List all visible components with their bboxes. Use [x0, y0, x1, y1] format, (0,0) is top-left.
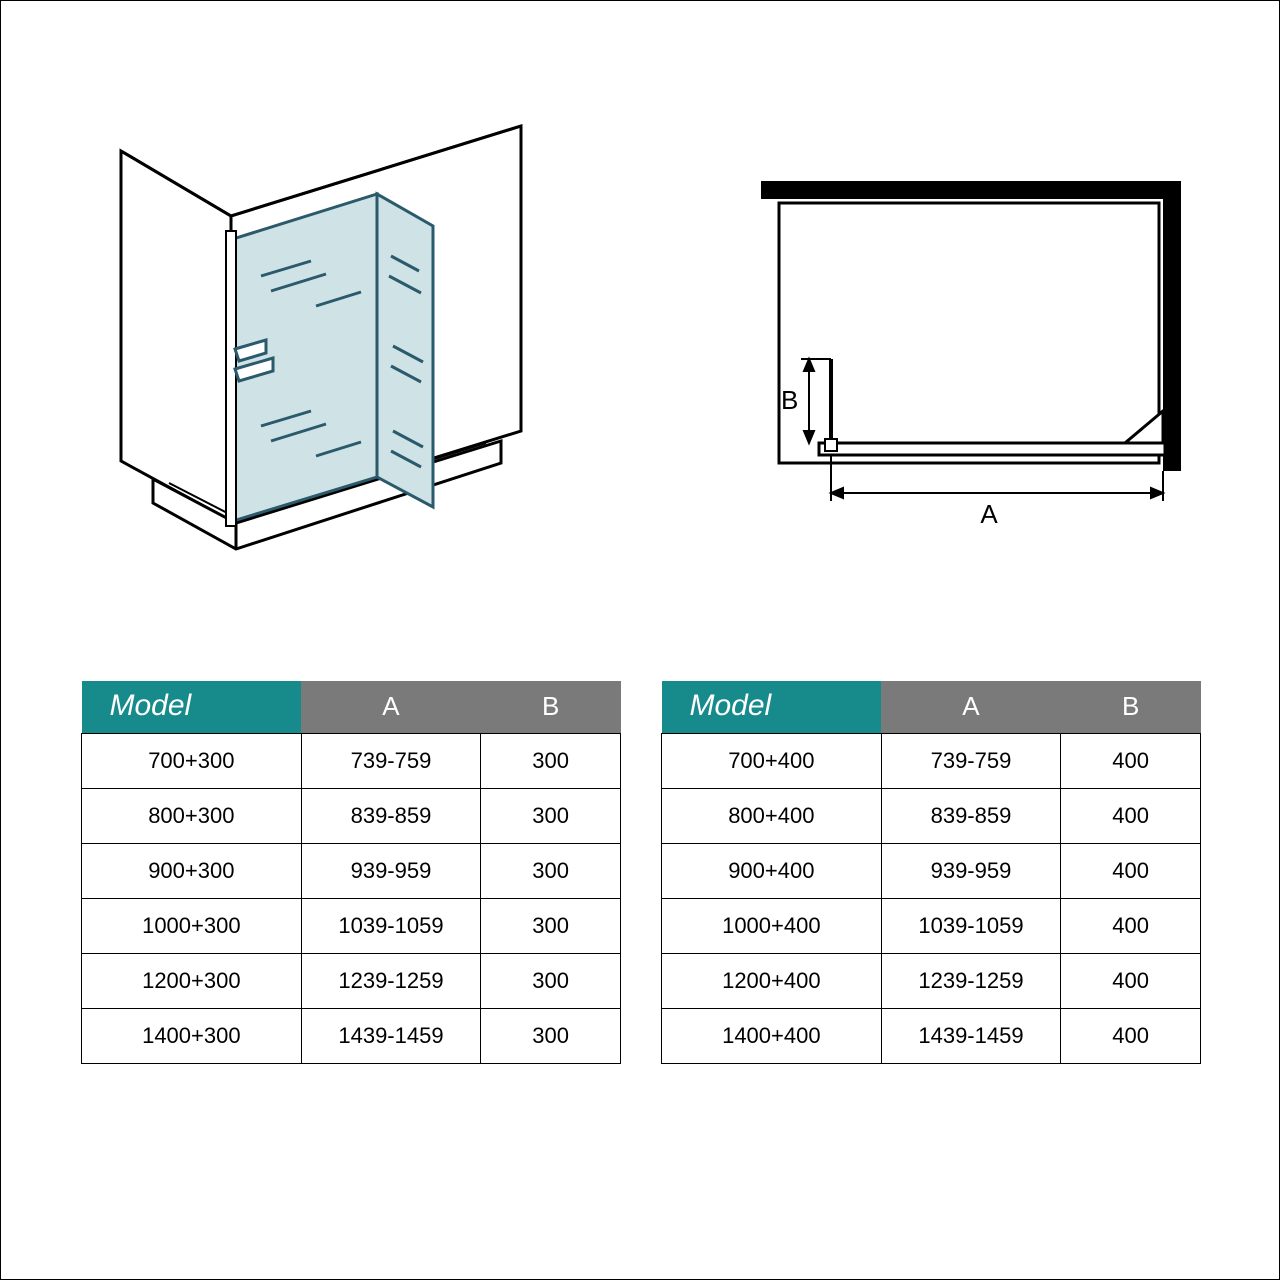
- isometric-diagram: [1, 81, 641, 601]
- cell-a: 1039-1059: [301, 899, 481, 954]
- header-b: B: [481, 681, 621, 734]
- plan-svg: B A: [701, 141, 1221, 541]
- cell-model: 1400+400: [662, 1009, 882, 1064]
- cell-b: 300: [481, 734, 621, 789]
- table-row: 1200+3001239-1259300: [82, 954, 621, 1009]
- cell-a: 1439-1459: [881, 1009, 1061, 1064]
- cell-b: 300: [481, 844, 621, 899]
- cell-model: 900+400: [662, 844, 882, 899]
- cell-model: 700+400: [662, 734, 882, 789]
- cell-b: 400: [1061, 789, 1201, 844]
- cell-b: 300: [481, 899, 621, 954]
- cell-b: 400: [1061, 954, 1201, 1009]
- table-header-row: Model A B: [662, 681, 1201, 734]
- cell-b: 300: [481, 1009, 621, 1064]
- cell-model: 1000+400: [662, 899, 882, 954]
- header-model: Model: [662, 681, 882, 734]
- cell-b: 300: [481, 789, 621, 844]
- cell-a: 739-759: [301, 734, 481, 789]
- cell-a: 939-959: [301, 844, 481, 899]
- table-row: 800+300839-859300: [82, 789, 621, 844]
- spec-table-left: Model A B 700+300739-759300800+300839-85…: [81, 681, 621, 1064]
- table-row: 1200+4001239-1259400: [662, 954, 1201, 1009]
- table-header-row: Model A B: [82, 681, 621, 734]
- cell-b: 300: [481, 954, 621, 1009]
- cell-b: 400: [1061, 844, 1201, 899]
- cell-a: 1439-1459: [301, 1009, 481, 1064]
- cell-b: 400: [1061, 1009, 1201, 1064]
- cell-model: 900+300: [82, 844, 302, 899]
- header-a: A: [301, 681, 481, 734]
- header-b: B: [1061, 681, 1201, 734]
- cell-model: 1200+400: [662, 954, 882, 1009]
- cell-model: 700+300: [82, 734, 302, 789]
- table-row: 700+300739-759300: [82, 734, 621, 789]
- plan-label-b: B: [781, 385, 798, 415]
- cell-model: 800+400: [662, 789, 882, 844]
- table-row: 1000+4001039-1059400: [662, 899, 1201, 954]
- cell-model: 1200+300: [82, 954, 302, 1009]
- cell-a: 1039-1059: [881, 899, 1061, 954]
- header-model: Model: [82, 681, 302, 734]
- iso-svg: [61, 91, 581, 591]
- table-row: 900+300939-959300: [82, 844, 621, 899]
- cell-a: 1239-1259: [301, 954, 481, 1009]
- cell-model: 800+300: [82, 789, 302, 844]
- tables-container: Model A B 700+300739-759300800+300839-85…: [81, 681, 1201, 1064]
- cell-a: 739-759: [881, 734, 1061, 789]
- header-a: A: [881, 681, 1061, 734]
- cell-a: 1239-1259: [881, 954, 1061, 1009]
- table-row: 700+400739-759400: [662, 734, 1201, 789]
- plan-diagram: B A: [641, 81, 1280, 601]
- table-row: 800+400839-859400: [662, 789, 1201, 844]
- cell-a: 939-959: [881, 844, 1061, 899]
- table-row: 1000+3001039-1059300: [82, 899, 621, 954]
- cell-a: 839-859: [881, 789, 1061, 844]
- plan-label-a: A: [980, 499, 998, 529]
- table-row: 900+400939-959400: [662, 844, 1201, 899]
- table-row: 1400+3001439-1459300: [82, 1009, 621, 1064]
- cell-a: 839-859: [301, 789, 481, 844]
- cell-b: 400: [1061, 734, 1201, 789]
- table-row: 1400+4001439-1459400: [662, 1009, 1201, 1064]
- cell-model: 1400+300: [82, 1009, 302, 1064]
- spec-table-right: Model A B 700+400739-759400800+400839-85…: [661, 681, 1201, 1064]
- cell-b: 400: [1061, 899, 1201, 954]
- cell-model: 1000+300: [82, 899, 302, 954]
